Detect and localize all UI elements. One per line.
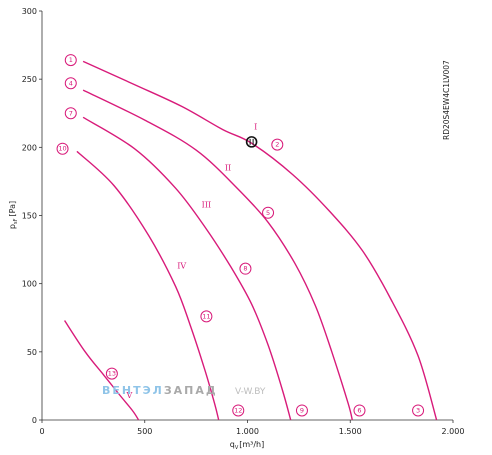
curve-marker-2: 2: [271, 138, 284, 151]
marker-number: 5: [266, 209, 270, 217]
axes: [41, 11, 453, 421]
marker-number: 1: [69, 56, 73, 64]
y-tick-label: 250: [22, 75, 37, 84]
watermark-brand-part-1: ВЕНТЭЛ: [102, 384, 164, 397]
y-tick-label: 150: [22, 212, 37, 221]
curve-marker-9: 9: [295, 404, 308, 417]
marker-circle: [271, 138, 284, 151]
marker-number: 2: [275, 141, 279, 149]
marker-circle: [412, 404, 425, 417]
marker-circle: [64, 77, 77, 90]
watermark-brand: ВЕНТЭЛЗАПАД: [102, 384, 218, 397]
marker-circle: [64, 107, 77, 120]
curve-marker-8: 8: [239, 262, 252, 275]
curve-marker-1: 1: [64, 54, 77, 67]
x-tick-label: 1.000: [236, 427, 259, 436]
y-axis-label-sub: sF: [13, 218, 19, 224]
marker-circle: [105, 367, 118, 380]
marker-circle: [232, 404, 245, 417]
marker-number: 12: [234, 406, 242, 414]
series-curve-iii: [82, 116, 292, 421]
y-tick-label: 300: [22, 7, 37, 16]
marker-circle: [353, 404, 366, 417]
series-curve-i: [82, 60, 438, 421]
y-tick-label: 100: [22, 280, 37, 289]
x-axis-label-main: q: [230, 440, 235, 449]
marker-circle: [295, 404, 308, 417]
x-tick-label: 2.000: [442, 427, 465, 436]
curve-label-iv: IV: [177, 262, 186, 271]
curve-marker-13: 13: [105, 367, 118, 380]
marker-number: 7: [69, 109, 73, 117]
watermark-site: V-W.BY: [235, 387, 266, 397]
x-axis-label: qV[m³/h]: [230, 440, 265, 451]
y-tick-label: 0: [32, 416, 37, 425]
x-axis-label-unit: [m³/h]: [239, 440, 264, 449]
x-tick-label: 0: [39, 427, 44, 436]
curve-marker-4: 4: [64, 77, 77, 90]
marker-circle: [200, 310, 213, 323]
y-axis-label-main: p: [8, 224, 17, 229]
x-axis-label-sub: V: [235, 445, 239, 451]
marker-circle: [56, 142, 69, 155]
model-label: RD20S4EW4C1LV007: [442, 60, 451, 140]
marker-number: 9: [300, 406, 304, 414]
marker-circle: [64, 54, 77, 67]
marker-number: 13: [108, 370, 116, 378]
series-curve-iv: [76, 150, 220, 421]
x-tick-label: 500: [137, 427, 152, 436]
curve-marker-6: 6: [353, 404, 366, 417]
series-curve-v: [64, 320, 140, 421]
marker-number: 3: [416, 406, 420, 414]
curve-label-i: I: [254, 123, 257, 132]
y-axis-label: psF[Pa]: [8, 201, 19, 229]
marker-number: 8: [243, 265, 247, 273]
watermark-brand-part-2: ЗАПАД: [164, 384, 218, 397]
curve-marker-3: 3: [412, 404, 425, 417]
curve-label-iii: III: [202, 200, 211, 209]
watermark: ВЕНТЭЛЗАПАД V-W.BY: [102, 384, 266, 397]
operating-point: [245, 136, 258, 148]
marker-number: 4: [69, 79, 73, 87]
curve-marker-11: 11: [200, 310, 213, 323]
ticks: 0 50 100 150 200 250 300 0 500 1.000 1.500 2.000: [22, 7, 465, 436]
y-tick-label: 50: [27, 348, 37, 357]
curve-label-ii: II: [225, 164, 231, 173]
marker-circle: [262, 206, 275, 219]
y-axis-label-unit: [Pa]: [8, 201, 17, 217]
curve-marker-12: 12: [232, 404, 245, 417]
curve-marker-5: 5: [262, 206, 275, 219]
x-tick-label: 1.500: [339, 427, 362, 436]
curve-marker-7: 7: [64, 107, 77, 120]
y-tick-label: 200: [22, 143, 37, 152]
series-curve-ii: [82, 89, 353, 421]
curve-label-v: V: [125, 391, 132, 400]
marker-number: 6: [357, 406, 361, 414]
marker-circle: [239, 262, 252, 275]
marker-number: 10: [58, 145, 66, 153]
marker-number: 11: [202, 312, 210, 320]
curve-marker-10: 10: [56, 142, 69, 155]
operating-point-ring: [245, 136, 258, 148]
